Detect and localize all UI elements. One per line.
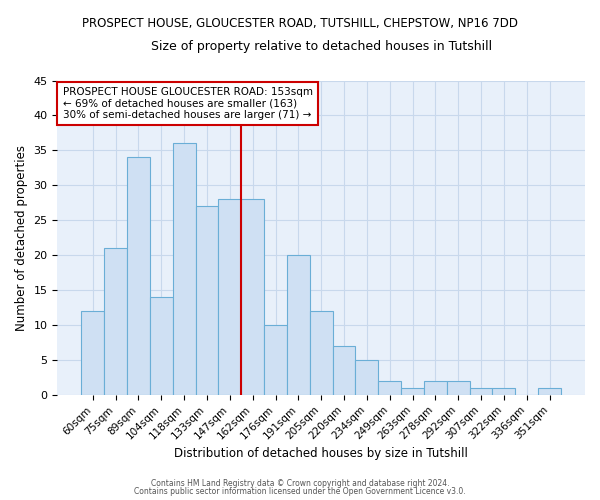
Text: Contains HM Land Registry data © Crown copyright and database right 2024.: Contains HM Land Registry data © Crown c… [151, 478, 449, 488]
Bar [355, 360, 379, 395]
X-axis label: Distribution of detached houses by size in Tutshill: Distribution of detached houses by size … [174, 447, 468, 460]
Bar [218, 200, 241, 395]
Text: Contains public sector information licensed under the Open Government Licence v3: Contains public sector information licen… [134, 487, 466, 496]
Bar [173, 144, 196, 395]
Bar [447, 381, 470, 395]
Bar [538, 388, 561, 395]
Bar [264, 325, 287, 395]
Title: Size of property relative to detached houses in Tutshill: Size of property relative to detached ho… [151, 40, 492, 53]
Bar [196, 206, 218, 395]
Bar [332, 346, 355, 395]
Bar [287, 255, 310, 395]
Bar [379, 381, 401, 395]
Bar [401, 388, 424, 395]
Bar [150, 297, 173, 395]
Bar [424, 381, 447, 395]
Bar [470, 388, 493, 395]
Bar [310, 311, 332, 395]
Bar [241, 200, 264, 395]
Text: PROSPECT HOUSE GLOUCESTER ROAD: 153sqm
← 69% of detached houses are smaller (163: PROSPECT HOUSE GLOUCESTER ROAD: 153sqm ←… [62, 87, 313, 120]
Y-axis label: Number of detached properties: Number of detached properties [15, 144, 28, 330]
Bar [82, 311, 104, 395]
Bar [104, 248, 127, 395]
Bar [493, 388, 515, 395]
Bar [127, 158, 150, 395]
Text: PROSPECT HOUSE, GLOUCESTER ROAD, TUTSHILL, CHEPSTOW, NP16 7DD: PROSPECT HOUSE, GLOUCESTER ROAD, TUTSHIL… [82, 18, 518, 30]
